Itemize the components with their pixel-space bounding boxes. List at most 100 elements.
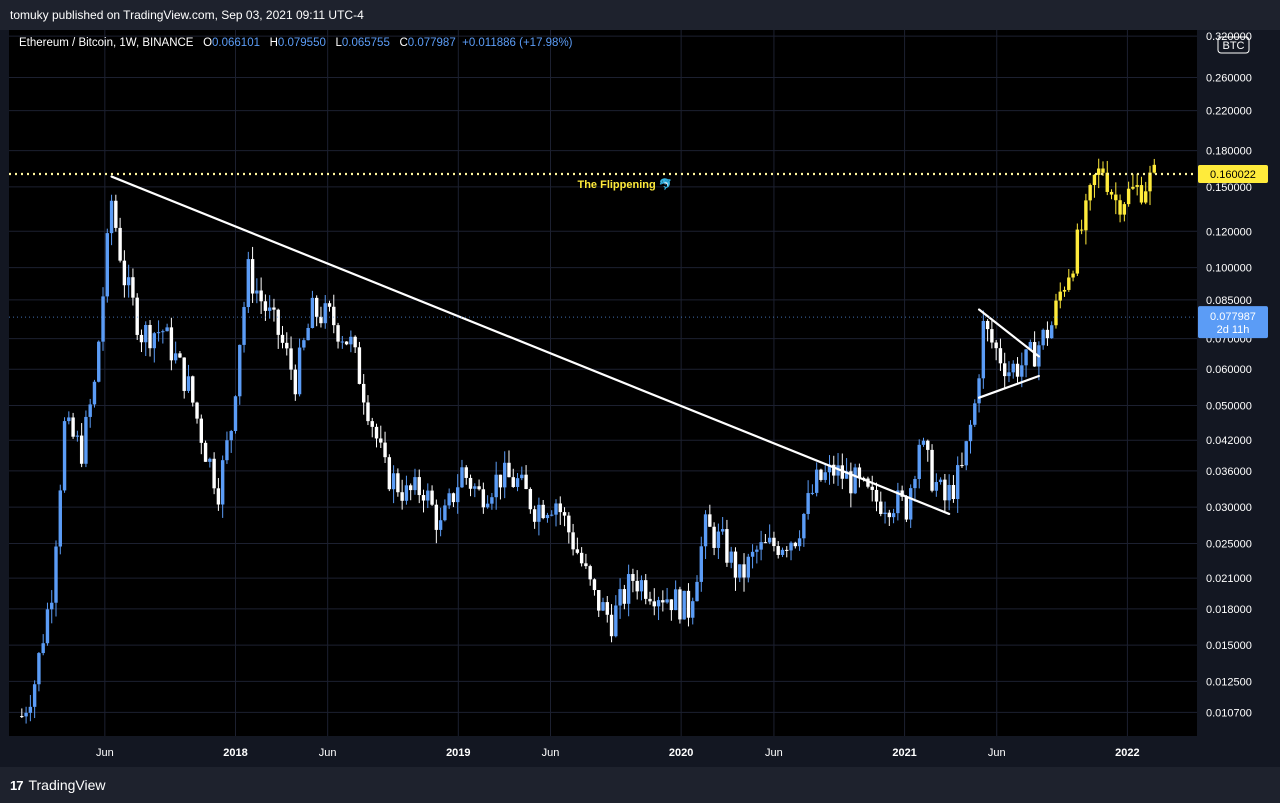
candle-body	[217, 488, 220, 504]
candle-body	[200, 419, 203, 443]
x-tick-label: Jun	[96, 747, 114, 759]
candle-body	[717, 532, 720, 548]
candle-body	[1131, 187, 1134, 189]
candle-body	[1046, 330, 1049, 338]
change-value: +0.011886 (+17.98%)	[462, 37, 572, 49]
y-tick-label: 0.012500	[1206, 676, 1252, 688]
candle-body	[101, 296, 104, 341]
candle-body	[272, 307, 275, 309]
candle-body	[580, 553, 583, 563]
candle-body	[674, 589, 677, 610]
candle-body	[533, 509, 536, 522]
candle-body	[631, 574, 634, 581]
candle-body	[400, 492, 403, 501]
candle-body	[918, 445, 921, 479]
price-chart[interactable]: The Flippening 🐬	[9, 30, 1197, 736]
candle-body	[422, 495, 425, 501]
candle-body	[281, 335, 284, 343]
candle-body	[114, 201, 117, 228]
candle-body	[212, 459, 215, 489]
tradingview-brand[interactable]: 17 TradingView	[10, 777, 106, 793]
candle-body	[606, 602, 609, 615]
candle-body	[234, 396, 237, 431]
bottom-bar	[0, 767, 1280, 803]
candle-body	[54, 547, 57, 603]
candle-body	[435, 505, 438, 530]
y-tick-label: 0.260000	[1206, 72, 1252, 84]
y-tick-label: 0.100000	[1206, 263, 1252, 275]
candle-body	[37, 653, 40, 684]
candle-body	[221, 460, 224, 504]
candle-body	[277, 310, 280, 335]
candle-body	[59, 490, 62, 546]
tradingview-logo-icon: 17	[10, 778, 22, 793]
y-tick-label: 0.060000	[1206, 364, 1252, 376]
low-value: 0.065755	[342, 37, 390, 49]
symbol-name: Ethereum / Bitcoin, 1W, BINANCE	[19, 37, 193, 49]
candle-body	[388, 457, 391, 489]
candle-body	[1144, 191, 1147, 202]
candle-body	[144, 325, 147, 342]
candle-body	[285, 343, 288, 349]
candle-body	[251, 259, 254, 293]
candle-body	[362, 384, 365, 403]
candle-body	[148, 325, 151, 348]
candle-body	[482, 489, 485, 507]
candle-body	[174, 353, 177, 360]
candle-body	[191, 376, 194, 402]
candle-body	[84, 417, 87, 464]
candle-body	[768, 538, 771, 543]
candle-body	[110, 201, 113, 233]
candle-body	[405, 485, 408, 500]
candle-body	[195, 403, 198, 419]
candle-body	[332, 307, 335, 325]
candle-body	[242, 307, 245, 345]
candle-body	[1127, 189, 1130, 204]
candle-body	[999, 348, 1002, 363]
y-tick-label: 0.120000	[1206, 226, 1252, 238]
candle-body	[375, 427, 378, 439]
candle-body	[29, 707, 32, 713]
candle-body	[413, 477, 416, 490]
candle-body	[892, 513, 895, 517]
y-tick-label: 0.180000	[1206, 146, 1252, 158]
x-tick-label: Jun	[765, 747, 783, 759]
candle-body	[879, 502, 882, 514]
candle-body	[328, 303, 331, 307]
candle-body	[700, 546, 703, 582]
candle-body	[439, 520, 442, 530]
candle-body	[982, 321, 985, 378]
candle-body	[883, 513, 886, 514]
candle-body	[1114, 195, 1117, 201]
chart-area[interactable]: The Flippening 🐬	[9, 30, 1197, 736]
candle-body	[88, 404, 91, 417]
candle-body	[63, 421, 66, 490]
flippening-price-label	[1198, 165, 1268, 183]
candle-body	[443, 505, 446, 520]
candle-body	[969, 425, 972, 441]
candle-body	[46, 609, 49, 643]
candle-body	[353, 337, 356, 347]
flippening-annotation: The Flippening 🐬	[577, 177, 672, 191]
candle-body	[268, 307, 271, 310]
currency-badge	[1218, 37, 1249, 53]
candle-body	[1101, 169, 1104, 173]
candle-body	[392, 473, 395, 489]
candle-body	[33, 684, 36, 707]
brand-wordmark: TradingView	[28, 777, 105, 793]
candle-body	[187, 376, 190, 391]
candle-body	[695, 582, 698, 601]
candle-body	[1097, 169, 1100, 175]
candle-body	[597, 590, 600, 611]
candle-body	[477, 486, 480, 489]
x-tick-label: Jun	[319, 747, 337, 759]
candle-body	[1148, 173, 1151, 192]
candle-body	[1050, 325, 1053, 338]
candle-body	[537, 505, 540, 522]
candle-body	[460, 467, 463, 487]
candle-body	[541, 505, 544, 518]
candle-body	[1110, 192, 1113, 195]
candle-body	[554, 503, 557, 514]
candle-body	[165, 327, 168, 331]
candle-body	[512, 477, 515, 487]
